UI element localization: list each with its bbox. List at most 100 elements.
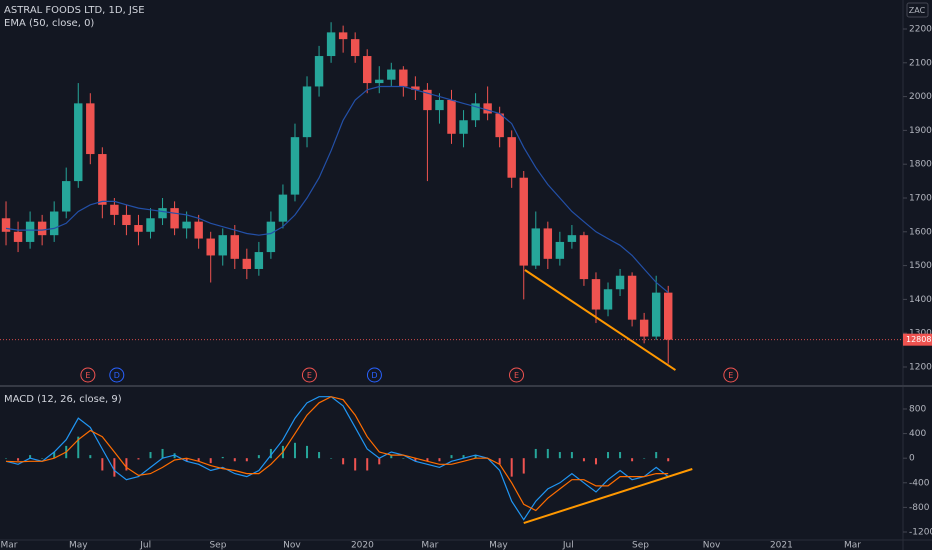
histogram-bar [125, 458, 128, 471]
histogram-bar [318, 452, 321, 459]
candle-body [435, 99, 444, 111]
histogram-bar [293, 442, 296, 459]
x-tick-label: Jul [139, 541, 151, 550]
candle-body [86, 103, 95, 155]
candle-body [122, 214, 131, 226]
histogram-bar [631, 458, 634, 462]
candle-body [459, 120, 468, 134]
y-tick-label: 16000 [909, 227, 932, 237]
macd-line [5, 396, 669, 521]
histogram-bar [607, 452, 610, 459]
histogram-bar [438, 458, 441, 462]
histogram-bar [101, 458, 104, 471]
event-label: E [514, 371, 519, 380]
histogram-bar [643, 458, 646, 459]
y-tick-label: 21000 [909, 58, 932, 68]
y-tick-label: 19000 [909, 126, 932, 136]
candle-body [651, 292, 661, 337]
candle-body [363, 56, 372, 84]
x-tick-label: 2020 [351, 541, 374, 550]
histogram-bar [378, 458, 381, 465]
histogram-bar [330, 458, 333, 459]
indicator-label: EMA (50, close, 0) [4, 18, 94, 29]
histogram-bar [306, 445, 309, 459]
histogram-bar [77, 436, 80, 459]
histogram-bar [558, 452, 561, 459]
candle-body [615, 275, 625, 290]
y-tick-label: 400 [909, 429, 926, 439]
histogram-bar [655, 452, 658, 459]
event-label: D [371, 371, 377, 380]
histogram-bar [594, 458, 597, 465]
histogram-bar [390, 455, 393, 459]
candle-body [399, 69, 408, 87]
histogram-bar [29, 455, 32, 459]
histogram-bar [185, 458, 188, 462]
candle-body [639, 319, 649, 337]
last-price-label: 12808 [906, 335, 931, 344]
ema-line [5, 85, 669, 294]
x-tick-label: Jul [562, 541, 574, 550]
event-marker [366, 367, 382, 383]
histogram-bar [402, 458, 405, 459]
candle-body [555, 241, 565, 259]
histogram-bar [450, 455, 453, 459]
x-tick-label: Mar [421, 541, 438, 550]
histogram-bar [221, 456, 224, 459]
last-price-tag [903, 333, 932, 346]
event-marker [80, 367, 96, 383]
histogram-bar [269, 448, 272, 459]
y-tick-label: 0 [909, 454, 915, 464]
y-tick-label: -1200 [909, 528, 932, 538]
histogram-bar [414, 458, 417, 462]
histogram-bar [89, 455, 92, 459]
candle-body [206, 238, 215, 256]
candle-body [170, 208, 179, 229]
candle-body [627, 275, 637, 320]
candle-body [242, 258, 252, 269]
histogram-bar [619, 452, 622, 459]
histogram-bar [41, 458, 44, 459]
histogram-bar [197, 458, 200, 462]
candle-body [579, 235, 589, 280]
candle-body [49, 211, 59, 236]
event-label: E [728, 371, 733, 380]
trendline [524, 269, 676, 371]
candle-body [13, 231, 23, 242]
candle-body [338, 32, 348, 40]
histogram-bar [354, 458, 357, 471]
histogram-bar [582, 458, 585, 462]
candle-body [37, 221, 47, 236]
candle-body [218, 235, 227, 256]
macd-line [5, 396, 669, 512]
candle-body [423, 89, 432, 111]
x-tick-label: May [69, 541, 88, 550]
histogram-bar [149, 452, 152, 459]
candle-body [110, 204, 119, 215]
histogram-bar [209, 458, 212, 464]
y-tick-label: 18000 [909, 160, 932, 170]
candle-body [411, 86, 420, 90]
candle-body [74, 103, 83, 182]
candle-body [278, 194, 288, 222]
event-label: D [114, 371, 120, 380]
candle-body [1, 218, 11, 232]
candle-body [471, 103, 480, 121]
candle-body [375, 79, 384, 84]
histogram-bar [53, 452, 56, 459]
candle-body [266, 221, 276, 253]
trendline [523, 468, 693, 524]
candle-body [134, 225, 143, 232]
x-tick-label: Mar [1, 541, 18, 550]
histogram-bar [570, 452, 573, 459]
candle-body [146, 218, 155, 232]
histogram-bar [137, 458, 140, 460]
histogram-bar [426, 458, 429, 462]
y-tick-label: 20000 [909, 92, 932, 102]
candle-body [98, 154, 107, 205]
histogram-bar [498, 458, 501, 465]
histogram-bar [546, 448, 549, 459]
histogram-bar [5, 458, 8, 459]
candle-body [387, 69, 396, 80]
